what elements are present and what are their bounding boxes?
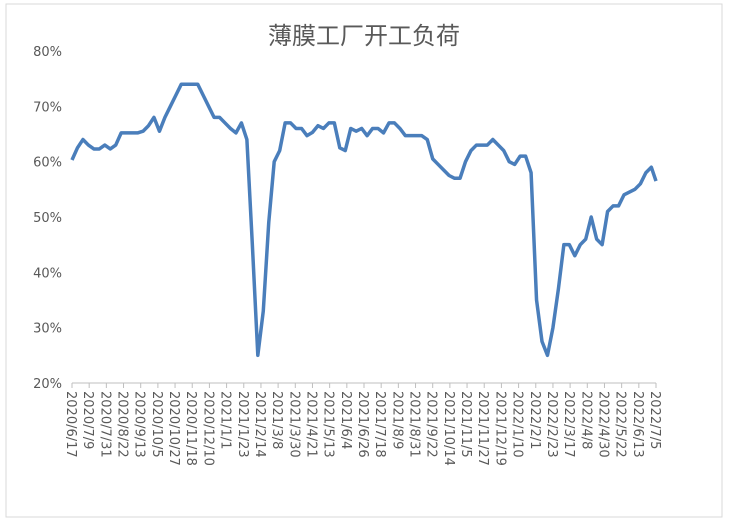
x-tick-label: 2021/3/8 <box>269 391 284 449</box>
x-tick-label: 2021/6/26 <box>355 391 370 458</box>
x-tick-label: 2022/5/22 <box>613 391 628 458</box>
x-tick-label: 2020/7/9 <box>80 391 95 449</box>
x-tick-label: 2022/2/1 <box>527 391 542 449</box>
x-tick-label: 2020/10/27 <box>166 391 181 466</box>
x-tick-label: 2022/3/17 <box>561 391 576 458</box>
x-tick-label: 2021/4/21 <box>303 391 318 458</box>
chart-border <box>5 3 723 518</box>
x-tick-label: 2020/6/17 <box>63 391 78 458</box>
x-tick-label: 2021/3/30 <box>286 391 301 458</box>
x-tick-label: 2022/7/5 <box>647 391 662 449</box>
x-tick-label: 2021/7/18 <box>372 391 387 458</box>
x-tick-label: 2022/4/8 <box>578 391 593 449</box>
y-tick-label: 50% <box>33 211 62 226</box>
x-tick-label: 2021/6/4 <box>338 391 353 449</box>
y-tick-label: 70% <box>33 100 62 115</box>
x-tick-label: 2021/2/14 <box>252 391 267 458</box>
x-tick-label: 2020/10/5 <box>149 391 164 458</box>
x-tick-label: 2021/11/27 <box>475 391 490 466</box>
y-tick-label: 80% <box>33 45 62 60</box>
x-tick-label: 2021/12/19 <box>492 391 507 466</box>
x-tick-label: 2021/8/31 <box>407 391 422 458</box>
x-tick-label: 2021/11/5 <box>458 391 473 458</box>
x-tick-label: 2022/1/10 <box>510 391 525 458</box>
x-tick-label: 2020/12/10 <box>200 391 215 466</box>
y-tick-label: 60% <box>33 156 62 171</box>
x-tick-label: 2022/2/23 <box>544 391 559 458</box>
y-tick-label: 40% <box>33 266 62 281</box>
x-tick-label: 2021/1/23 <box>235 391 250 458</box>
y-tick-label: 30% <box>33 322 62 337</box>
x-tick-label: 2021/5/13 <box>321 391 336 458</box>
x-tick-label: 2022/4/30 <box>595 391 610 458</box>
x-tick-label: 2021/9/22 <box>424 391 439 458</box>
x-tick-label: 2021/1/1 <box>218 391 233 449</box>
x-tick-label: 2022/6/13 <box>630 391 645 458</box>
x-tick-label: 2020/7/31 <box>97 391 112 458</box>
chart-title: 薄膜工厂开工负荷 <box>268 22 460 50</box>
x-tick-label: 2021/10/14 <box>441 391 456 466</box>
y-tick-label: 20% <box>33 377 62 392</box>
x-tick-label: 2020/8/22 <box>115 391 130 458</box>
x-tick-label: 2021/8/9 <box>389 391 404 449</box>
x-tick-label: 2020/9/13 <box>132 391 147 458</box>
line-series <box>70 82 658 358</box>
x-tick-label: 2020/11/18 <box>183 391 198 466</box>
